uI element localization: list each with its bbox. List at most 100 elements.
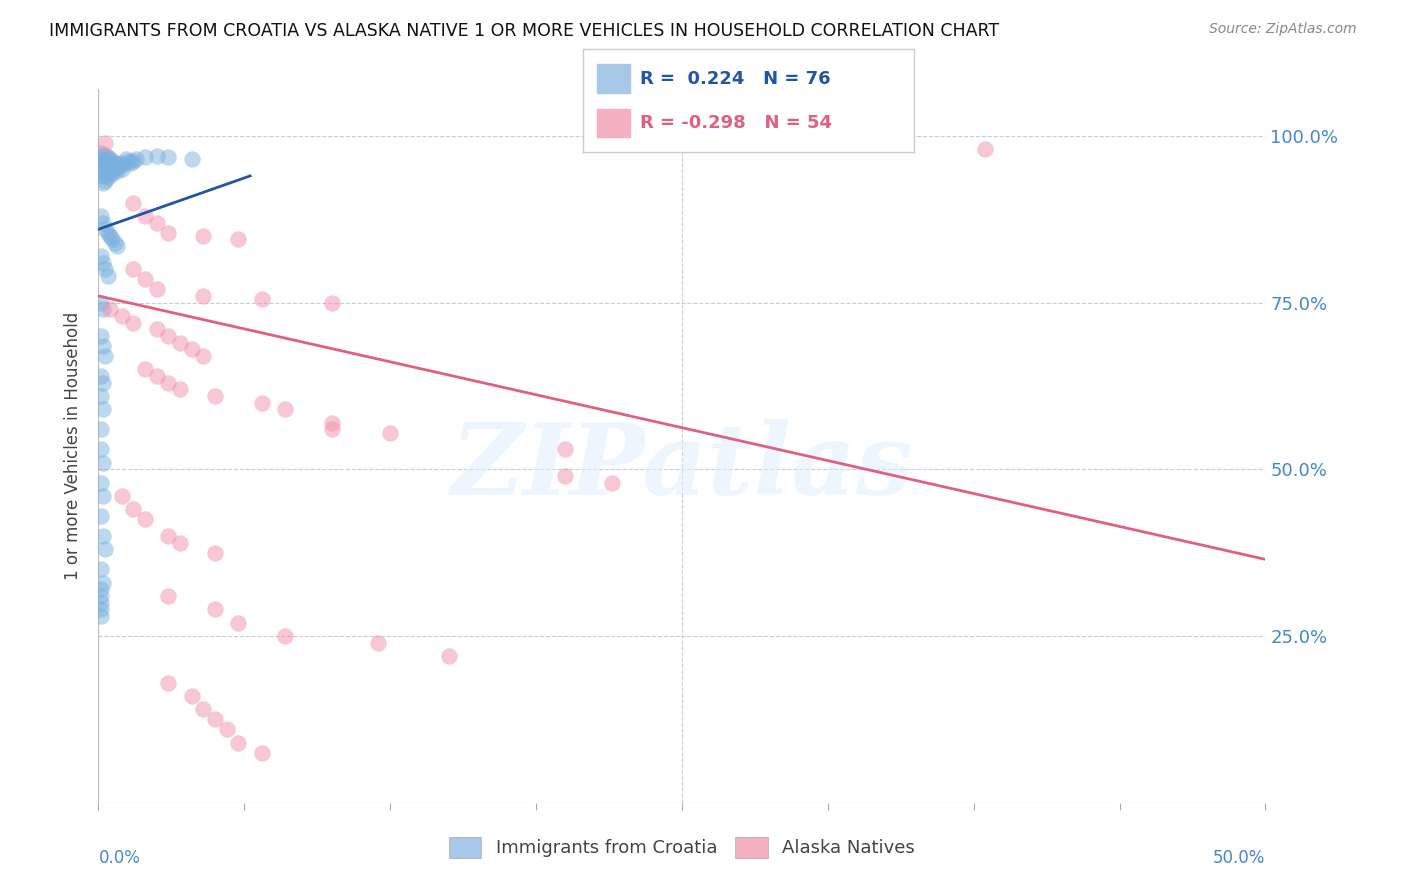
- Point: [90, 145, 112, 160]
- Point: [974, 142, 997, 156]
- Point: [98, 302, 121, 317]
- Point: [180, 153, 202, 167]
- Point: [157, 589, 180, 603]
- Point: [91, 176, 114, 190]
- Point: [90, 475, 112, 490]
- Point: [94, 154, 117, 169]
- Point: [111, 155, 134, 169]
- Point: [228, 232, 250, 246]
- Point: [134, 272, 156, 286]
- Point: [94, 147, 117, 161]
- Legend: Immigrants from Croatia, Alaska Natives: Immigrants from Croatia, Alaska Natives: [441, 830, 922, 865]
- Point: [169, 335, 191, 350]
- Point: [94, 136, 117, 150]
- Point: [90, 509, 112, 524]
- Point: [146, 216, 169, 230]
- Point: [90, 582, 112, 597]
- Point: [90, 602, 112, 616]
- Point: [90, 589, 112, 603]
- Bar: [596, 64, 630, 93]
- Point: [250, 746, 273, 760]
- Text: R = -0.298   N = 54: R = -0.298 N = 54: [640, 114, 832, 132]
- Point: [321, 295, 343, 310]
- Point: [367, 636, 389, 650]
- Point: [122, 316, 145, 330]
- Text: 50.0%: 50.0%: [1213, 849, 1265, 867]
- Point: [125, 153, 148, 167]
- Point: [104, 235, 127, 250]
- Point: [554, 469, 576, 483]
- Text: R =  0.224   N = 76: R = 0.224 N = 76: [640, 70, 831, 87]
- Point: [91, 529, 114, 543]
- Point: [157, 376, 180, 390]
- Point: [91, 456, 114, 470]
- Point: [380, 425, 402, 440]
- Point: [228, 615, 250, 630]
- Point: [90, 295, 112, 310]
- Point: [91, 155, 114, 169]
- Point: [157, 675, 180, 690]
- Point: [146, 282, 169, 296]
- Point: [157, 150, 180, 164]
- Point: [94, 349, 117, 363]
- Point: [94, 222, 117, 236]
- Point: [91, 376, 114, 390]
- Point: [122, 502, 145, 516]
- Point: [146, 368, 169, 383]
- Point: [169, 382, 191, 396]
- Point: [90, 442, 112, 457]
- Point: [90, 209, 112, 223]
- Y-axis label: 1 or more Vehicles in Household: 1 or more Vehicles in Household: [65, 312, 83, 580]
- Point: [204, 602, 226, 616]
- Point: [98, 165, 121, 179]
- Point: [101, 167, 124, 181]
- Point: [134, 512, 156, 526]
- Point: [90, 596, 112, 610]
- Point: [91, 255, 114, 269]
- Point: [115, 153, 138, 167]
- Point: [600, 475, 623, 490]
- Text: IMMIGRANTS FROM CROATIA VS ALASKA NATIVE 1 OR MORE VEHICLES IN HOUSEHOLD CORRELA: IMMIGRANTS FROM CROATIA VS ALASKA NATIVE…: [49, 22, 1000, 40]
- Point: [105, 163, 128, 178]
- Point: [134, 209, 156, 223]
- Point: [101, 153, 124, 168]
- Point: [134, 150, 156, 164]
- Point: [122, 195, 145, 210]
- Point: [90, 153, 112, 167]
- Point: [90, 562, 112, 576]
- Point: [97, 157, 120, 171]
- Text: Source: ZipAtlas.com: Source: ZipAtlas.com: [1209, 22, 1357, 37]
- Point: [321, 422, 343, 436]
- Point: [97, 163, 120, 178]
- Point: [91, 402, 114, 417]
- Point: [98, 153, 121, 167]
- Point: [157, 529, 180, 543]
- Point: [97, 150, 120, 164]
- Point: [97, 268, 120, 283]
- Point: [94, 542, 117, 557]
- Point: [90, 368, 112, 383]
- Point: [180, 343, 202, 357]
- Point: [111, 489, 134, 503]
- Point: [98, 159, 121, 173]
- Point: [146, 149, 169, 163]
- Point: [169, 535, 191, 549]
- Point: [215, 723, 238, 737]
- Point: [193, 228, 215, 243]
- Point: [90, 329, 112, 343]
- Point: [91, 302, 114, 317]
- Point: [193, 289, 215, 303]
- Point: [90, 159, 112, 173]
- Point: [91, 216, 114, 230]
- Point: [90, 389, 112, 403]
- Point: [97, 170, 120, 185]
- Text: 0.0%: 0.0%: [98, 849, 141, 867]
- Point: [122, 262, 145, 277]
- Point: [193, 702, 215, 716]
- Point: [111, 309, 134, 323]
- Point: [105, 239, 128, 253]
- Point: [101, 160, 124, 174]
- Point: [104, 162, 127, 177]
- Point: [157, 226, 180, 240]
- Point: [146, 322, 169, 336]
